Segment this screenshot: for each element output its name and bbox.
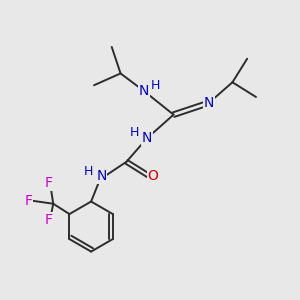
Text: N: N	[204, 96, 214, 110]
Text: F: F	[24, 194, 32, 208]
Text: F: F	[45, 213, 53, 227]
Text: O: O	[148, 169, 158, 184]
Text: H: H	[84, 165, 93, 178]
Text: N: N	[96, 169, 106, 183]
Text: F: F	[45, 176, 53, 190]
Text: N: N	[142, 131, 152, 145]
Text: H: H	[151, 79, 160, 92]
Text: N: N	[139, 84, 149, 98]
Text: H: H	[130, 126, 140, 139]
